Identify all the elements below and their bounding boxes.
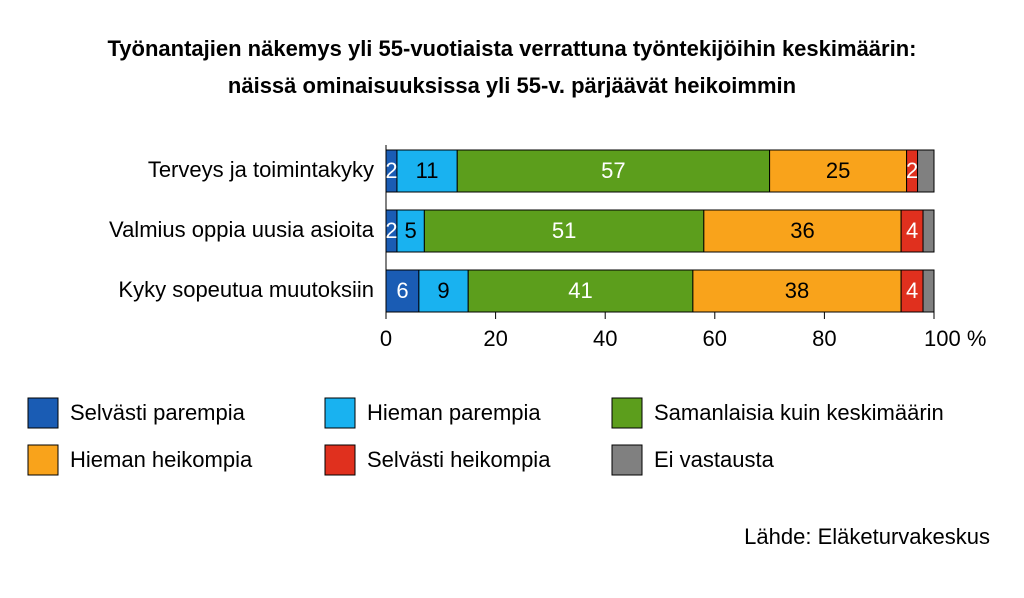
bar-segment: [922, 209, 935, 253]
data-label: 41: [568, 278, 592, 303]
data-label: 4: [906, 218, 918, 243]
chart-title: näissä ominaisuuksissa yli 55-v. pärjääv…: [228, 73, 796, 98]
x-tick-label: 60: [703, 326, 727, 351]
legend-label: Hieman parempia: [367, 400, 541, 425]
bar-segment: [922, 269, 935, 313]
y-tick-label: Kyky sopeutua muutoksiin: [118, 277, 374, 302]
x-tick-label: 100 %: [924, 326, 986, 351]
bar-segment: [456, 149, 771, 193]
data-label: 2: [906, 158, 918, 183]
bar-segment: [703, 209, 902, 253]
legend-swatch: [611, 444, 643, 476]
data-label: 2: [385, 158, 397, 183]
data-label: 51: [552, 218, 576, 243]
chart-title: Työnantajien näkemys yli 55-vuotiaista v…: [108, 36, 917, 61]
legend-label: Hieman heikompia: [70, 447, 253, 472]
bar-segment: [385, 269, 420, 313]
legend-label: Selvästi parempia: [70, 400, 246, 425]
legend-swatch: [324, 444, 356, 476]
legend-swatch: [324, 397, 356, 429]
legend-swatch: [27, 397, 59, 429]
data-label: 4: [906, 278, 918, 303]
data-label: 9: [437, 278, 449, 303]
data-label: 25: [826, 158, 850, 183]
data-label: 11: [416, 158, 439, 183]
data-label: 5: [405, 218, 417, 243]
data-label: 2: [385, 218, 397, 243]
legend-swatch: [611, 397, 643, 429]
x-tick-label: 40: [593, 326, 617, 351]
y-tick-label: Terveys ja toimintakyky: [148, 157, 374, 182]
data-label: 38: [785, 278, 809, 303]
x-tick-label: 80: [812, 326, 836, 351]
legend-label: Samanlaisia kuin keskimäärin: [654, 400, 944, 425]
data-label: 57: [601, 158, 625, 183]
y-tick-label: Valmius oppia uusia asioita: [109, 217, 375, 242]
legend-swatch: [27, 444, 59, 476]
source: Lähde: Eläketurvakeskus: [744, 524, 990, 549]
legend-label: Ei vastausta: [654, 447, 775, 472]
bar-segment: [917, 149, 935, 193]
data-label: 6: [396, 278, 408, 303]
data-label: 36: [790, 218, 814, 243]
x-tick-label: 0: [380, 326, 392, 351]
bar-segment: [418, 269, 469, 313]
legend-label: Selvästi heikompia: [367, 447, 551, 472]
bar-segment: [423, 209, 705, 253]
x-tick-label: 20: [483, 326, 507, 351]
